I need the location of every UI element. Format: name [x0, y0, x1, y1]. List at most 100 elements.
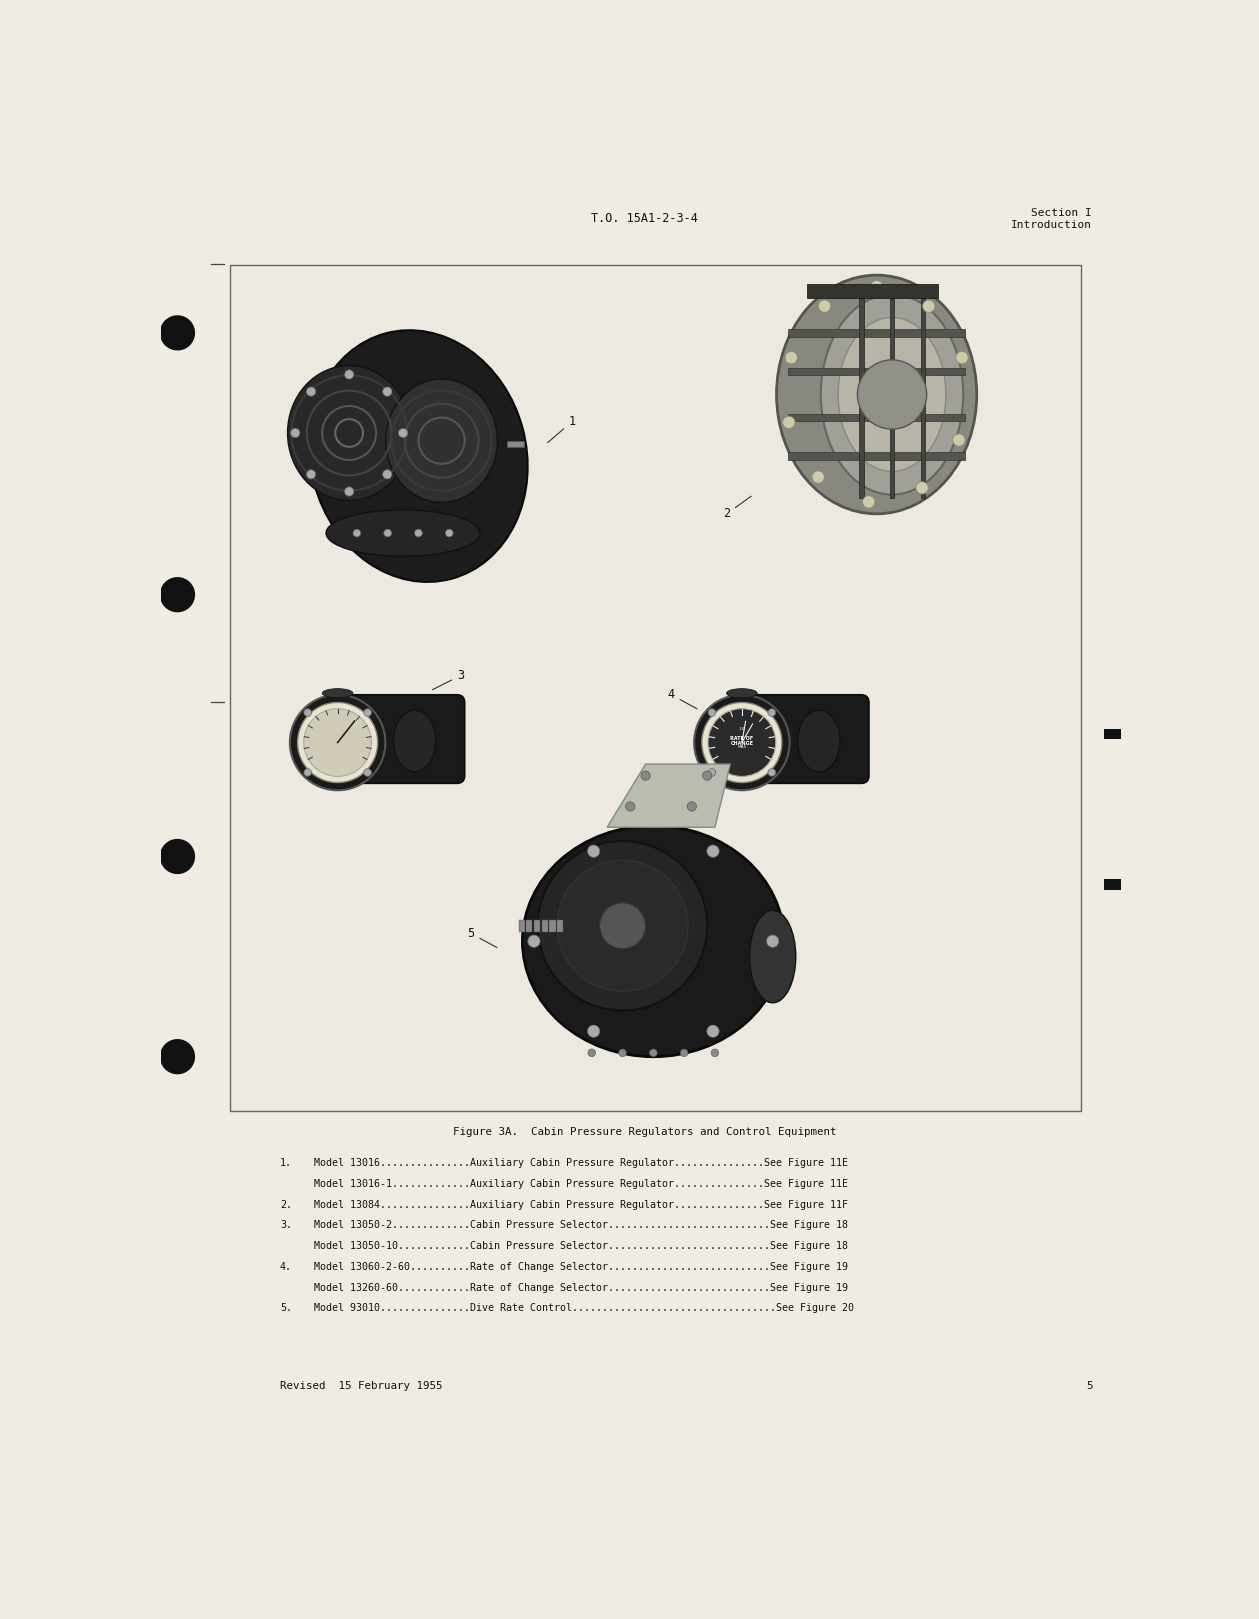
Circle shape: [818, 300, 831, 312]
Circle shape: [160, 1039, 194, 1073]
Bar: [556, 920, 563, 933]
Circle shape: [862, 495, 875, 508]
Text: 2.: 2.: [279, 1200, 292, 1209]
Bar: [807, 285, 938, 298]
Circle shape: [703, 771, 711, 780]
Circle shape: [383, 387, 392, 397]
Circle shape: [538, 842, 708, 1010]
Bar: [526, 920, 533, 933]
Circle shape: [303, 769, 311, 777]
Circle shape: [528, 936, 540, 947]
Circle shape: [306, 470, 316, 479]
Bar: [920, 290, 925, 499]
Text: 4.: 4.: [279, 1261, 292, 1273]
Circle shape: [306, 387, 316, 397]
Text: 5: 5: [1085, 1381, 1093, 1391]
FancyBboxPatch shape: [341, 695, 465, 784]
Circle shape: [353, 529, 361, 538]
Text: 5: 5: [467, 928, 497, 947]
Circle shape: [290, 695, 385, 790]
Ellipse shape: [821, 295, 963, 494]
Circle shape: [694, 695, 789, 790]
Text: 3: 3: [433, 669, 465, 690]
Circle shape: [857, 359, 927, 429]
Circle shape: [708, 709, 776, 777]
Circle shape: [923, 300, 935, 312]
Circle shape: [303, 709, 311, 717]
Bar: [507, 440, 524, 447]
Ellipse shape: [287, 366, 410, 500]
Circle shape: [650, 1049, 657, 1057]
Circle shape: [783, 416, 794, 429]
Bar: [859, 290, 864, 499]
Circle shape: [956, 351, 968, 364]
Circle shape: [303, 709, 371, 777]
Bar: [230, 266, 1080, 1111]
Ellipse shape: [322, 688, 353, 698]
Circle shape: [708, 769, 716, 777]
Circle shape: [160, 316, 194, 350]
Text: 4: 4: [667, 688, 697, 709]
Circle shape: [345, 487, 354, 495]
Text: T.O. 15A1-2-3-4: T.O. 15A1-2-3-4: [592, 212, 699, 225]
Polygon shape: [607, 764, 730, 827]
Text: Revised  15 February 1955: Revised 15 February 1955: [279, 1381, 442, 1391]
Circle shape: [446, 529, 453, 538]
Text: Model 13260-60............Rate of Change Selector...........................See : Model 13260-60............Rate of Change…: [302, 1282, 849, 1292]
Text: 5.: 5.: [279, 1303, 292, 1313]
Text: 1.: 1.: [279, 1158, 292, 1167]
Circle shape: [641, 771, 650, 780]
Bar: [1104, 879, 1121, 889]
Circle shape: [556, 860, 687, 991]
Ellipse shape: [394, 711, 436, 772]
Circle shape: [588, 845, 599, 858]
Circle shape: [812, 471, 825, 482]
Bar: [788, 329, 966, 337]
Bar: [788, 414, 966, 421]
Circle shape: [160, 578, 194, 612]
Circle shape: [364, 769, 371, 777]
Circle shape: [706, 845, 719, 858]
Text: Model 93010...............Dive Rate Control..................................See: Model 93010...............Dive Rate Cont…: [302, 1303, 854, 1313]
Circle shape: [915, 482, 928, 494]
Circle shape: [680, 1049, 687, 1057]
Circle shape: [767, 936, 779, 947]
Bar: [549, 920, 555, 933]
Circle shape: [687, 801, 696, 811]
Circle shape: [160, 840, 194, 873]
Text: Introduction: Introduction: [1011, 220, 1093, 230]
Text: RATE OF
CHANGE: RATE OF CHANGE: [730, 735, 753, 746]
Circle shape: [383, 470, 392, 479]
Text: Model 13084...............Auxiliary Cabin Pressure Regulator...............See F: Model 13084...............Auxiliary Cabi…: [302, 1200, 849, 1209]
Circle shape: [345, 369, 354, 379]
Circle shape: [618, 1049, 627, 1057]
FancyBboxPatch shape: [745, 695, 869, 784]
Ellipse shape: [726, 688, 757, 698]
Circle shape: [870, 280, 883, 293]
Circle shape: [786, 351, 797, 364]
Circle shape: [706, 1025, 719, 1038]
Text: 1.0: 1.0: [739, 727, 745, 730]
Circle shape: [398, 429, 408, 437]
Text: 2: 2: [723, 495, 752, 520]
Circle shape: [364, 709, 371, 717]
Ellipse shape: [798, 711, 840, 772]
Bar: [534, 920, 540, 933]
Circle shape: [708, 709, 716, 717]
Text: 3.: 3.: [279, 1221, 292, 1230]
Circle shape: [414, 529, 422, 538]
Circle shape: [384, 529, 392, 538]
Circle shape: [626, 801, 635, 811]
Ellipse shape: [777, 275, 977, 513]
Text: Model 13050-10............Cabin Pressure Selector...........................See : Model 13050-10............Cabin Pressure…: [302, 1242, 849, 1251]
Circle shape: [711, 1049, 719, 1057]
Ellipse shape: [326, 510, 480, 557]
Ellipse shape: [310, 330, 528, 581]
Text: 1: 1: [548, 414, 575, 442]
Text: Model 13016...............Auxiliary Cabin Pressure Regulator...............See F: Model 13016...............Auxiliary Cabi…: [302, 1158, 849, 1167]
Circle shape: [599, 903, 646, 949]
Circle shape: [953, 434, 966, 447]
Ellipse shape: [522, 826, 784, 1057]
Bar: [541, 920, 548, 933]
Circle shape: [768, 709, 776, 717]
